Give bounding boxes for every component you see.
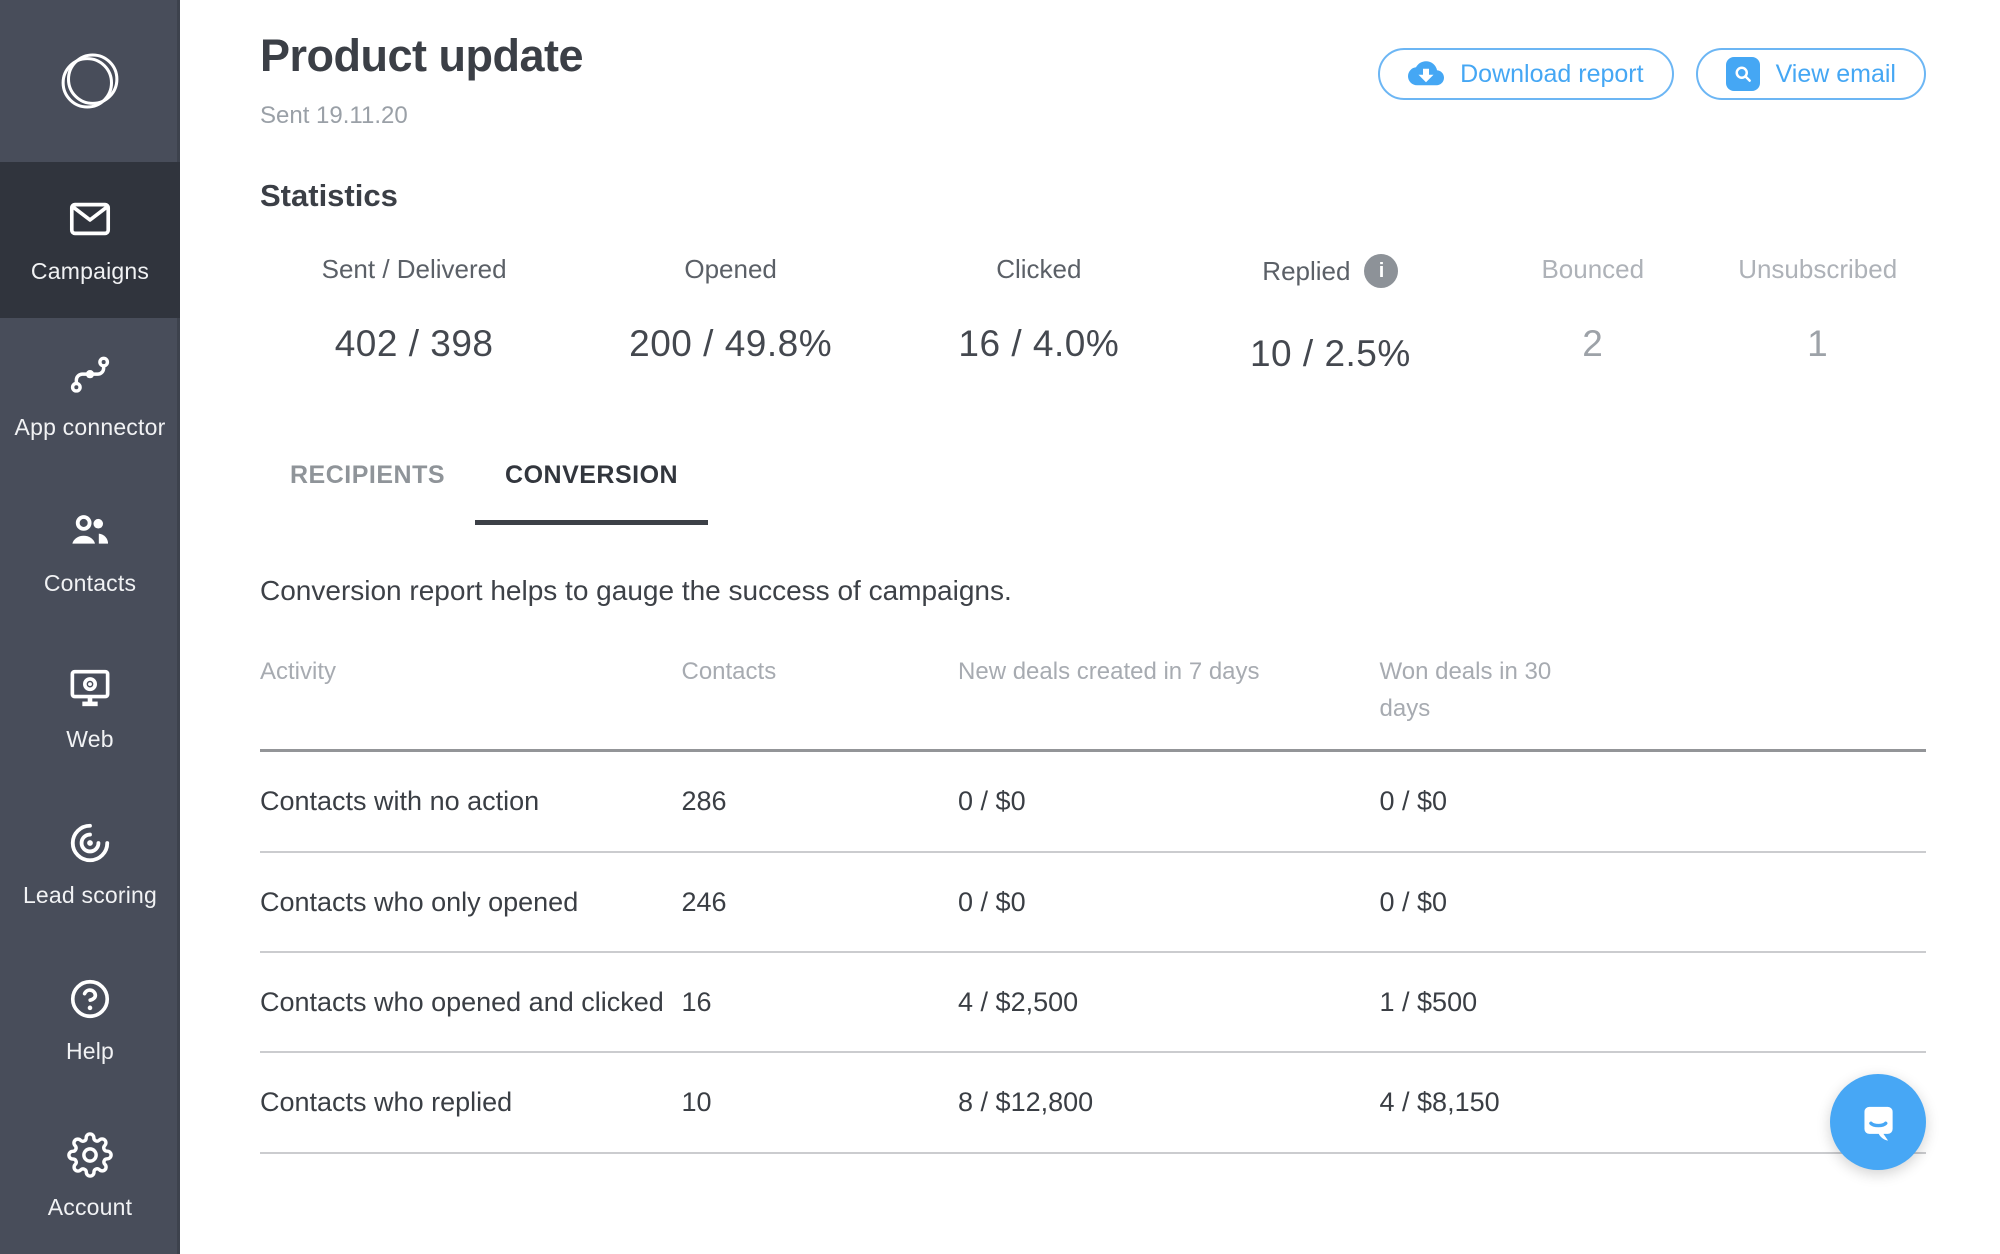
stat-unsubscribed: Unsubscribed 1 xyxy=(1709,254,1926,375)
statistics-heading: Statistics xyxy=(260,178,398,213)
sidebar-item-lead-scoring[interactable]: Lead scoring xyxy=(0,786,180,942)
stat-value: 16 / 4.0% xyxy=(958,323,1120,364)
stat-clicked: Clicked 16 / 4.0% xyxy=(893,254,1185,375)
stat-label: Bounced xyxy=(1541,254,1645,284)
stat-sent-delivered: Sent / Delivered 402 / 398 xyxy=(260,254,568,375)
column-header-activity: Activity xyxy=(260,653,682,753)
sidebar-item-label: Campaigns xyxy=(30,257,150,284)
gear-icon xyxy=(67,1131,113,1178)
stat-label: Unsubscribed xyxy=(1738,254,1898,284)
search-icon xyxy=(1725,57,1760,91)
stat-label: Opened xyxy=(684,254,777,284)
stat-label: Replied xyxy=(1262,255,1351,286)
target-spiral-icon xyxy=(70,823,110,862)
tab-conversion[interactable]: CONVERSION xyxy=(475,461,709,525)
cell-activity: Contacts who opened and clicked xyxy=(260,952,682,1054)
cell-new-deals: 8 / $12,800 xyxy=(958,1052,1380,1154)
cell-won-deals: 0 / $0 xyxy=(1379,851,1926,954)
chat-launcher-button[interactable] xyxy=(1830,1074,1926,1170)
info-icon[interactable]: i xyxy=(1364,254,1399,288)
stat-value: 10 / 2.5% xyxy=(1249,333,1411,374)
sidebar-item-app-connector[interactable]: App connector xyxy=(0,318,180,474)
statistics-row: Sent / Delivered 402 / 398 Opened 200 / … xyxy=(260,254,1926,375)
chat-bubble-icon xyxy=(1864,1106,1893,1141)
table-row: Contacts who replied 10 8 / $12,800 4 / … xyxy=(260,1052,1926,1154)
sidebar: Campaigns App connector Contac xyxy=(0,0,180,1254)
column-header-contacts: Contacts xyxy=(681,653,959,753)
view-email-label: View email xyxy=(1775,59,1896,88)
table-row: Contacts who opened and clicked 16 4 / $… xyxy=(260,952,1926,1054)
stat-value: 402 / 398 xyxy=(334,323,494,364)
stat-replied: Replied i 10 / 2.5% xyxy=(1185,254,1477,375)
monitor-eye-icon xyxy=(70,669,110,706)
view-email-button[interactable]: View email xyxy=(1695,48,1926,100)
cell-contacts: 286 xyxy=(681,750,959,853)
stat-opened: Opened 200 / 49.8% xyxy=(568,254,893,375)
logo xyxy=(0,0,180,162)
sidebar-item-help[interactable]: Help xyxy=(0,942,180,1098)
stat-label: Clicked xyxy=(996,254,1082,284)
sidebar-item-contacts[interactable]: Contacts xyxy=(0,474,180,630)
report-tabs: RECIPIENTS CONVERSION xyxy=(260,461,1926,525)
logo-icon xyxy=(61,53,119,109)
mail-icon xyxy=(69,202,111,235)
cell-won-deals: 0 / $0 xyxy=(1379,750,1926,853)
sidebar-item-label: Web xyxy=(66,725,114,752)
sidebar-item-label: Help xyxy=(65,1037,115,1064)
download-report-button[interactable]: Download report xyxy=(1378,48,1674,100)
table-row: Contacts who only opened 246 0 / $0 0 / … xyxy=(260,851,1926,954)
sidebar-nav: Campaigns App connector Contac xyxy=(0,162,180,1254)
sidebar-item-web[interactable]: Web xyxy=(0,630,180,786)
stat-value: 2 xyxy=(1582,323,1604,364)
stat-value: 200 / 49.8% xyxy=(629,323,833,364)
table-row: Contacts with no action 286 0 / $0 0 / $… xyxy=(260,750,1926,853)
people-icon xyxy=(72,514,109,544)
column-header-new-deals: New deals created in 7 days xyxy=(958,653,1380,753)
cell-contacts: 10 xyxy=(681,1052,959,1154)
column-header-won-deals: Won deals in 30 days xyxy=(1379,653,1926,753)
stat-value: 1 xyxy=(1807,323,1829,364)
stat-bounced: Bounced 2 xyxy=(1476,254,1709,375)
cell-contacts: 16 xyxy=(681,952,959,1054)
header-actions: Download report View email xyxy=(1378,48,1926,100)
sidebar-item-label: Contacts xyxy=(43,569,137,596)
sidebar-item-campaigns[interactable]: Campaigns xyxy=(0,162,180,318)
stat-label: Sent / Delivered xyxy=(321,254,507,284)
route-icon xyxy=(70,356,110,393)
page-header: Product update Sent 19.11.20 Download re… xyxy=(260,30,1926,130)
cell-activity: Contacts who replied xyxy=(260,1052,682,1154)
tab-recipients[interactable]: RECIPIENTS xyxy=(290,461,446,489)
sidebar-item-account[interactable]: Account xyxy=(0,1098,180,1254)
cell-won-deals: 1 / $500 xyxy=(1379,952,1926,1054)
cell-new-deals: 4 / $2,500 xyxy=(958,952,1380,1054)
cloud-download-icon xyxy=(1408,61,1445,86)
table-header-row: Activity Contacts New deals created in 7… xyxy=(260,653,1926,753)
sent-date: Sent 19.11.20 xyxy=(260,102,408,129)
cell-activity: Contacts who only opened xyxy=(260,851,682,954)
download-report-label: Download report xyxy=(1460,59,1644,88)
conversion-table: Activity Contacts New deals created in 7… xyxy=(260,653,1926,1154)
cell-new-deals: 0 / $0 xyxy=(958,750,1380,853)
help-circle-icon xyxy=(70,979,110,1018)
cell-contacts: 246 xyxy=(681,851,959,954)
main-content: Product update Sent 19.11.20 Download re… xyxy=(180,0,2000,1254)
sidebar-item-label: Lead scoring xyxy=(22,881,158,908)
sidebar-item-label: Account xyxy=(47,1193,133,1220)
cell-new-deals: 0 / $0 xyxy=(958,851,1380,954)
sidebar-item-label: App connector xyxy=(14,413,166,440)
cell-activity: Contacts with no action xyxy=(260,750,682,853)
page-title: Product update xyxy=(260,30,584,81)
conversion-description: Conversion report helps to gauge the suc… xyxy=(260,575,1012,606)
